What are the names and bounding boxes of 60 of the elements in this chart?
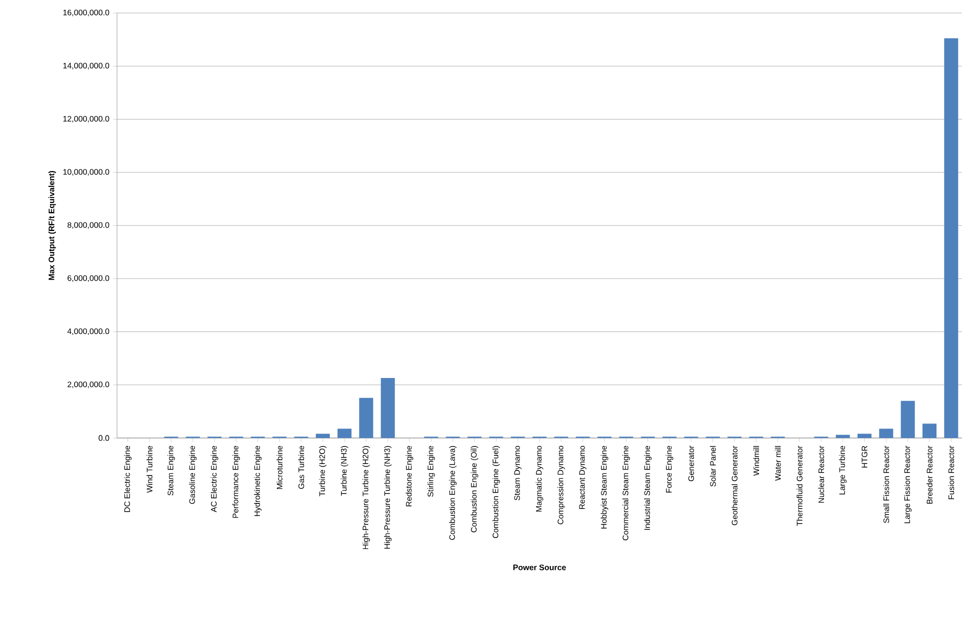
x-tick-label: Microturbine [276, 446, 282, 489]
bar [316, 434, 330, 438]
x-tick-label: Thermofluid Generator [796, 446, 802, 526]
x-tick-label: Compression Dynamo [557, 446, 565, 524]
bar [380, 378, 395, 438]
y-tick-label: 2,000,000.0 [68, 382, 110, 388]
x-tick-label: Water mill [774, 446, 781, 481]
y-tick-label: 6,000,000.0 [68, 275, 110, 282]
x-tick-label: Large Fission Reactor [904, 446, 912, 524]
x-tick-label: Force Engine [666, 446, 674, 492]
bar [858, 434, 872, 438]
y-axis-title: Max Output (RF/t Equivalent) [48, 171, 56, 280]
x-tick-label: Small Fission Reactor [883, 446, 890, 523]
x-tick-label: Turbine (NH3) [340, 446, 348, 496]
y-tick-label: 8,000,000.0 [68, 222, 110, 229]
x-tick-label: AC Electric Engine [210, 446, 218, 512]
x-tick-label: Windmill [753, 446, 760, 476]
x-tick-label: Hydrokinetic Engine [254, 446, 262, 516]
x-tick-label: Hobbyist Steam Engine [600, 446, 608, 528]
y-tick-label: 4,000,000.0 [67, 328, 110, 336]
x-tick-label: Large Turbine [839, 446, 847, 494]
x-tick-label: Solar Panel [710, 446, 716, 487]
x-tick-label: Industrial Steam Engine [644, 446, 652, 530]
x-tick-label: Stirling Engine [427, 446, 435, 497]
x-tick-label: Steam Dynamo [514, 446, 522, 500]
x-tick-label: High-Pressure Turbine (NH3) [384, 446, 392, 549]
x-tick-label: Wind Turbine [146, 446, 152, 493]
bar [359, 398, 374, 438]
x-tick-label: Generator [688, 446, 694, 482]
x-tick-label: Fusion Reactor [948, 446, 954, 500]
bar [922, 424, 937, 438]
bar [900, 400, 915, 438]
x-tick-label: High-Pressure Turbine (H2O) [362, 446, 370, 550]
bar [944, 38, 958, 438]
bar [879, 428, 894, 438]
x-axis-title: Power Source [513, 564, 566, 570]
y-tick-label: 10,000,000.0 [63, 169, 110, 176]
y-tick-label: 16,000,000.0 [63, 10, 110, 16]
x-tick-label: Magmatic Dynamo [536, 446, 544, 512]
x-tick-label: Reactant Dynamo [579, 446, 586, 509]
x-tick-label: Combustion Engine (Fuel) [492, 446, 500, 538]
x-tick-label: Commercial Steam Engine [622, 446, 630, 540]
x-tick-label: HTGR [862, 446, 868, 468]
x-tick-label: Steam Engine [167, 446, 175, 496]
x-tick-label: Gas Turbine [298, 446, 304, 489]
x-tick-label: Breeder Reactor [926, 446, 932, 504]
y-tick-label: 12,000,000.0 [63, 116, 110, 123]
y-tick-label: 14,000,000.0 [63, 62, 110, 70]
x-tick-label: Performance Engine [232, 446, 240, 518]
bar [836, 434, 850, 438]
bar [338, 428, 352, 438]
x-tick-label: Combustion Engine (Lava) [449, 446, 457, 540]
x-tick-label: Gasoline Engine [189, 446, 197, 504]
x-tick-label: Combustion Engine (Oil) [470, 446, 478, 532]
x-tick-label: DC Electric Engine [124, 446, 132, 512]
x-tick-label: Nuclear Reactor [818, 446, 824, 503]
x-tick-label: Turbine (H2O) [319, 446, 327, 496]
x-tick-label: Redstone Engine [406, 446, 414, 506]
x-tick-label: Geothermal Generator [732, 446, 738, 526]
y-tick-label: 0.0 [98, 435, 110, 441]
